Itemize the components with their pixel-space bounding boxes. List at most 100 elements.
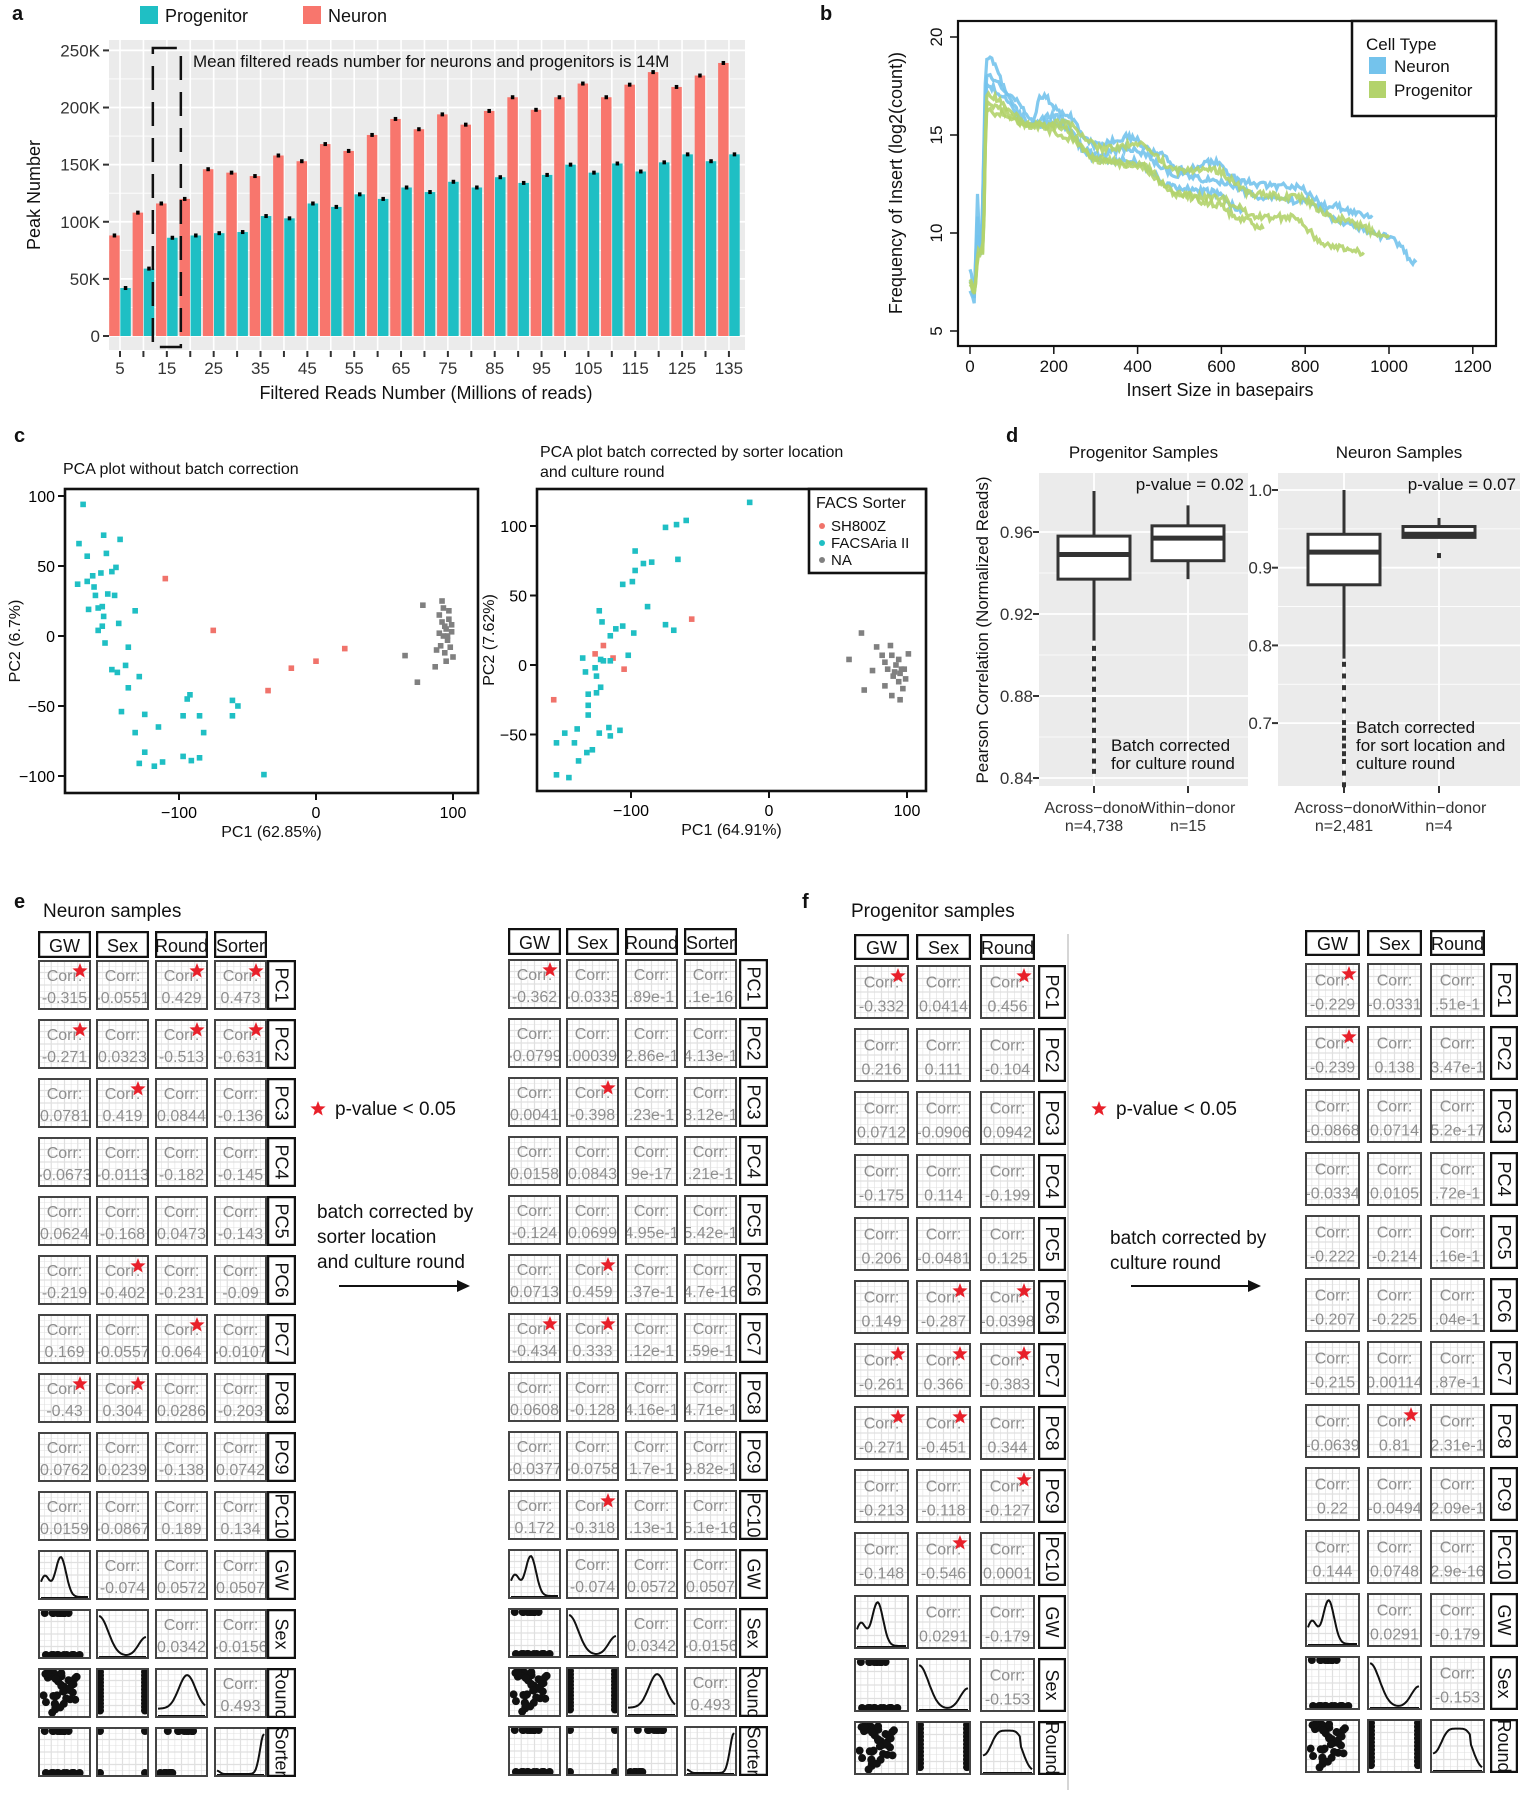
corr-value: 0.304 <box>102 1403 142 1420</box>
neuron-bar <box>390 118 401 336</box>
point-facsaria-ii <box>180 753 186 760</box>
outlier-point <box>1342 696 1346 702</box>
matrix-cell: Corr: -0.153 <box>1430 1656 1485 1710</box>
corr-value: .04e-1 <box>1435 1311 1480 1328</box>
strip-frame <box>1038 1721 1066 1775</box>
corr-label: Corr: <box>864 1227 900 1244</box>
legend-title: Cell Type <box>1366 35 1437 54</box>
cell-frame <box>1367 963 1422 1017</box>
cell-frame <box>854 965 909 1019</box>
corr-label: Corr: <box>164 1381 200 1398</box>
cell-frame <box>508 1431 561 1481</box>
row-strip: Sex <box>1038 1658 1066 1712</box>
corr-value: 0.0414 <box>919 998 968 1015</box>
cell-frame <box>38 960 91 1010</box>
x-tick-label: 800 <box>1291 357 1319 376</box>
progenitor-error-bar <box>170 235 175 240</box>
corr-label: Corr: <box>926 1542 962 1559</box>
corr-value: 0.0608 <box>510 1402 559 1419</box>
neuron-error-bar <box>721 60 726 65</box>
corr-label: Corr: <box>693 1439 729 1456</box>
cell-frame <box>508 1018 561 1068</box>
point-na <box>900 685 906 692</box>
cell-frame <box>508 1077 561 1127</box>
corr-label: Corr: <box>517 1321 553 1338</box>
matrix-cell: Corr: 0.0942 <box>980 1091 1035 1145</box>
x-tick-label: Within−donor <box>1392 800 1487 817</box>
matrix-cell: Corr: 0.0041 <box>508 1077 561 1127</box>
matrix-cell: Corr: .59e-1 <box>684 1313 737 1363</box>
matrix-cell: Corr: 0.456 <box>980 965 1035 1019</box>
significance-star-icon <box>189 1317 205 1332</box>
neuron-bar <box>296 161 308 336</box>
outlier-point <box>1092 645 1096 651</box>
y-tick-label: 20 <box>927 28 946 47</box>
corr-value: 0.0844 <box>157 1108 206 1125</box>
matrix-cell: Corr: 0.0507 <box>684 1549 737 1599</box>
point-na <box>441 623 448 629</box>
strip-frame <box>1490 963 1518 1017</box>
outlier-point <box>1342 751 1346 757</box>
point-na <box>846 656 852 663</box>
corr-label: Corr: <box>926 1227 962 1244</box>
cell-frame <box>1430 1278 1485 1332</box>
progenitor-series-line <box>968 103 1265 294</box>
matrix-cell: Corr: 0.0714 <box>1367 1089 1422 1143</box>
cell-frame <box>916 1595 971 1649</box>
neuron-series-line <box>968 55 1374 304</box>
corr-label: Corr: <box>634 1616 670 1633</box>
corr-value: 1.7e-1 <box>629 1461 674 1478</box>
progenitor-bar <box>354 194 365 336</box>
matrix-cell: Corr: -0.153 <box>980 1658 1035 1712</box>
cell-frame <box>980 1406 1035 1460</box>
matrix-cell: Corr: 2.31e-1 <box>1430 1404 1485 1458</box>
matrix-cell: Corr: -0.0799 <box>507 1018 561 1068</box>
strip-frame <box>739 1254 768 1304</box>
corr-value: 0.473 <box>220 990 260 1007</box>
corr-value: -0.0557 <box>95 1344 149 1361</box>
legend-dot <box>819 523 825 529</box>
point-na <box>448 622 455 628</box>
corr-label: Corr: <box>105 1440 141 1457</box>
strip-frame <box>1038 1154 1066 1208</box>
cell-frame <box>566 1549 619 1599</box>
cell-frame <box>155 1609 208 1659</box>
corr-label: Corr: <box>1377 1036 1413 1053</box>
scatter-point <box>39 1691 48 1700</box>
progenitor-error-bar <box>568 162 573 167</box>
progenitor-error-bar <box>381 196 385 201</box>
progenitor-bar <box>658 162 670 336</box>
y-tick-label: 100 <box>500 519 527 536</box>
cell-frame <box>980 1721 1035 1775</box>
strip-frame <box>739 1372 768 1422</box>
progenitor-bar <box>495 177 506 336</box>
corr-value: -0.0494 <box>1367 1500 1421 1517</box>
point-facsaria-ii <box>613 626 619 632</box>
corr-value: .87e-1 <box>1435 1374 1480 1391</box>
neuron-bar <box>202 169 214 336</box>
legend-label-neuron: Neuron <box>328 6 387 26</box>
point-sh800z <box>621 666 627 672</box>
progenitor-error-bar <box>428 190 432 195</box>
row-strip: PC1 <box>1038 965 1066 1019</box>
corr-label: Corr: <box>926 975 962 992</box>
row-strip: PC5 <box>1490 1215 1518 1269</box>
matrix-cell: Corr: 0.333 <box>566 1313 619 1363</box>
row-strip: PC9 <box>1038 1469 1066 1523</box>
corr-value: 0.064 <box>161 1344 201 1361</box>
cell-frame <box>684 1254 737 1304</box>
column-header-label: Sex <box>1379 934 1410 954</box>
column-header-label: GW <box>1317 934 1348 954</box>
corr-value: 0.22 <box>1317 1500 1348 1517</box>
corr-value: -0.0799 <box>507 1048 561 1065</box>
matrix-cell: Corr: 0.0781 <box>38 1078 91 1128</box>
point-facsaria-ii <box>159 759 166 765</box>
cell-frame <box>214 1019 267 1069</box>
matrix-cell: Corr: 5.42e-1 <box>684 1195 737 1245</box>
corr-value: -0.402 <box>100 1285 145 1302</box>
x-tick-label: 95 <box>532 359 551 378</box>
corr-label: Corr: <box>223 1086 259 1103</box>
density-curve <box>40 1555 88 1598</box>
outlier-point <box>1092 717 1096 723</box>
matrix-cell: Corr: -0.239 <box>1305 1026 1360 1080</box>
